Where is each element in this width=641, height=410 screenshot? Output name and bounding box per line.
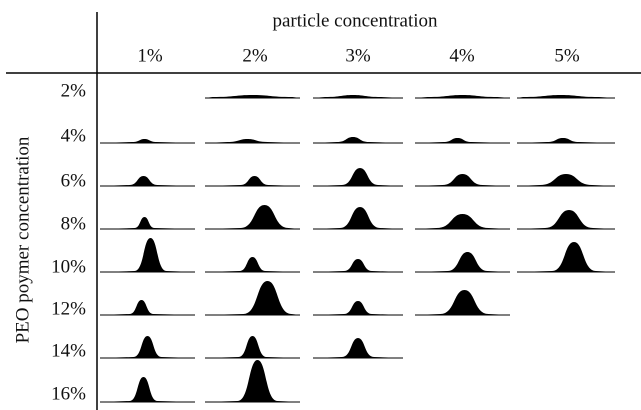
silhouette <box>205 205 300 229</box>
silhouette-grid <box>100 95 615 402</box>
silhouette <box>313 168 403 186</box>
column-label: 4% <box>449 45 475 66</box>
row-label: 2% <box>61 80 87 101</box>
row-label: 16% <box>51 383 86 404</box>
silhouette <box>100 217 195 229</box>
silhouette <box>517 210 615 229</box>
column-label: 5% <box>554 45 580 66</box>
silhouette <box>100 300 195 315</box>
row-label: 14% <box>51 340 86 361</box>
silhouette <box>205 176 300 186</box>
row-label: 10% <box>51 256 86 277</box>
figure: particle concentration PEO poymer concen… <box>0 0 641 410</box>
column-label: 2% <box>242 45 268 66</box>
silhouette <box>517 138 615 143</box>
row-header: PEO poymer concentration <box>12 136 33 343</box>
silhouette <box>415 290 510 315</box>
row-label: 6% <box>61 170 87 191</box>
silhouette <box>415 214 510 229</box>
silhouette <box>313 137 403 143</box>
silhouette <box>100 238 195 272</box>
silhouette <box>313 259 403 272</box>
column-label: 1% <box>137 45 163 66</box>
silhouette <box>205 139 300 143</box>
row-label: 4% <box>61 125 87 146</box>
silhouette <box>313 338 403 358</box>
silhouette <box>100 377 195 402</box>
column-label: 3% <box>345 45 371 66</box>
silhouette <box>205 281 300 315</box>
silhouette <box>205 360 300 402</box>
silhouette <box>205 336 300 358</box>
silhouette <box>517 242 615 272</box>
column-header: particle concentration <box>272 10 438 31</box>
silhouette <box>100 139 195 143</box>
silhouette <box>517 174 615 186</box>
silhouette <box>415 174 510 186</box>
row-label: 12% <box>51 298 86 319</box>
silhouette <box>100 336 195 358</box>
silhouette <box>313 207 403 229</box>
silhouette <box>313 301 403 315</box>
row-label: 8% <box>61 213 87 234</box>
silhouette <box>100 176 195 186</box>
silhouette <box>415 252 510 272</box>
silhouette <box>415 138 510 143</box>
silhouette <box>205 257 300 272</box>
